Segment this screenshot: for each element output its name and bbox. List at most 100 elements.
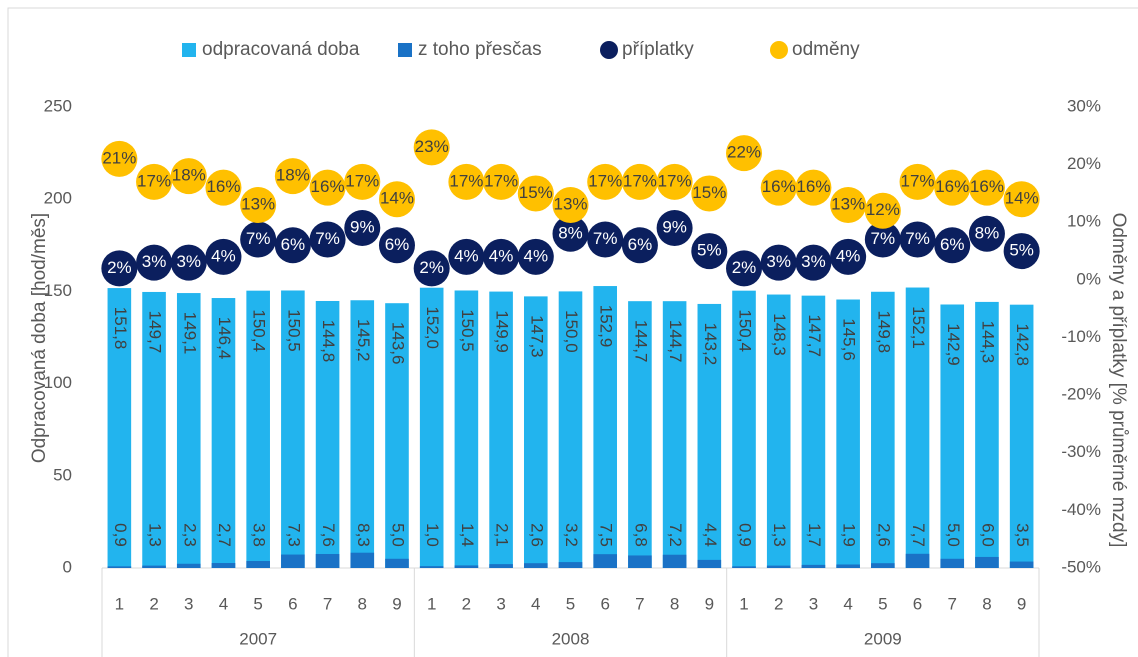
marker (344, 210, 381, 247)
y-tick-label: 100 (44, 373, 72, 392)
bar-label: 0,9 (111, 523, 130, 547)
marker-label: 9% (350, 217, 375, 236)
marker (240, 186, 277, 223)
y2-tick-label: -50% (1061, 557, 1101, 576)
marker (691, 175, 728, 212)
marker (760, 244, 797, 281)
x-tick-label: 4 (531, 594, 540, 613)
marker (483, 163, 520, 200)
bar (315, 300, 340, 568)
marker (101, 140, 138, 177)
marker-label: 3% (142, 252, 167, 271)
bar-label: 144,7 (666, 320, 685, 363)
bar-label: 142,8 (1013, 323, 1032, 366)
y2-tick-label: -20% (1061, 385, 1101, 404)
bar-label: 150,0 (562, 310, 581, 353)
marker (344, 163, 381, 200)
marker (587, 221, 624, 258)
bar (176, 563, 201, 568)
bar (211, 563, 236, 568)
bar (662, 301, 687, 568)
legend-label: z toho přesčas (418, 39, 542, 60)
marker (795, 169, 832, 206)
bar-label: 1,4 (458, 523, 477, 547)
bar-label: 152,0 (423, 306, 442, 349)
bar-label: 7,2 (666, 523, 685, 547)
marker (101, 250, 138, 287)
bar-label: 6,8 (631, 523, 650, 547)
y-tick-label: 50 (53, 465, 72, 484)
marker-label: 23% (415, 137, 449, 156)
bar (836, 299, 860, 568)
bar (905, 287, 930, 568)
marker (309, 221, 346, 258)
marker-label: 4% (454, 246, 479, 265)
bar (107, 288, 132, 568)
bar-label: 7,6 (319, 523, 338, 547)
marker-label: 17% (449, 171, 483, 190)
y2-tick-label: 10% (1067, 212, 1101, 231)
bar-label: 145,2 (354, 319, 373, 362)
marker-label: 18% (172, 166, 206, 185)
x-tick-label: 5 (878, 594, 887, 613)
bar (350, 300, 375, 568)
marker (968, 169, 1005, 206)
marker (587, 163, 624, 200)
marker (274, 158, 311, 195)
marker (170, 244, 207, 281)
marker-label: 3% (801, 252, 826, 271)
bar (836, 564, 860, 568)
bar-label: 144,8 (319, 320, 338, 363)
bar (489, 291, 513, 568)
bar-label: 1,3 (146, 523, 165, 547)
marker (760, 169, 797, 206)
marker-label: 18% (276, 166, 310, 185)
marker (240, 221, 277, 258)
bar (975, 556, 999, 568)
bar-label: 8,3 (354, 523, 373, 547)
marker (621, 227, 658, 264)
marker-label: 17% (484, 171, 518, 190)
bar (766, 294, 791, 568)
bar (211, 298, 236, 568)
marker-label: 2% (732, 258, 757, 277)
marker-label: 16% (311, 177, 345, 196)
marker (656, 210, 693, 247)
bar-label: 148,3 (770, 313, 789, 356)
marker-label: 3% (766, 252, 791, 271)
marker-label: 17% (658, 171, 692, 190)
bar (1009, 304, 1034, 568)
bar-label: 144,7 (631, 320, 650, 363)
bar (940, 304, 965, 568)
marker (378, 181, 415, 218)
bar (419, 287, 444, 568)
marker (1003, 233, 1040, 270)
bar (732, 290, 756, 568)
bar-label: 152,9 (597, 305, 616, 348)
legend-label: příplatky (622, 39, 694, 60)
marker-label: 7% (246, 229, 271, 248)
bar (489, 564, 513, 568)
marker-label: 2% (107, 258, 132, 277)
bar-label: 147,3 (527, 315, 546, 358)
bar-label: 143,2 (701, 323, 720, 366)
marker (691, 233, 728, 270)
bar-label: 150,5 (284, 309, 303, 352)
legend-label: odměny (792, 39, 860, 60)
bar (246, 560, 270, 568)
bar (871, 291, 895, 568)
x-tick-label: 7 (948, 594, 957, 613)
group-label: 2009 (864, 629, 902, 648)
bar-label: 4,4 (701, 523, 720, 547)
marker (899, 163, 936, 200)
bar-label: 149,1 (180, 312, 199, 355)
marker (864, 192, 901, 229)
x-tick-label: 1 (115, 594, 124, 613)
bar (628, 301, 652, 568)
bar (940, 558, 965, 568)
bar-label: 1,3 (770, 523, 789, 547)
bar-label: 3,8 (250, 523, 269, 547)
marker (934, 227, 971, 264)
marker (830, 186, 867, 223)
bar (142, 565, 166, 568)
